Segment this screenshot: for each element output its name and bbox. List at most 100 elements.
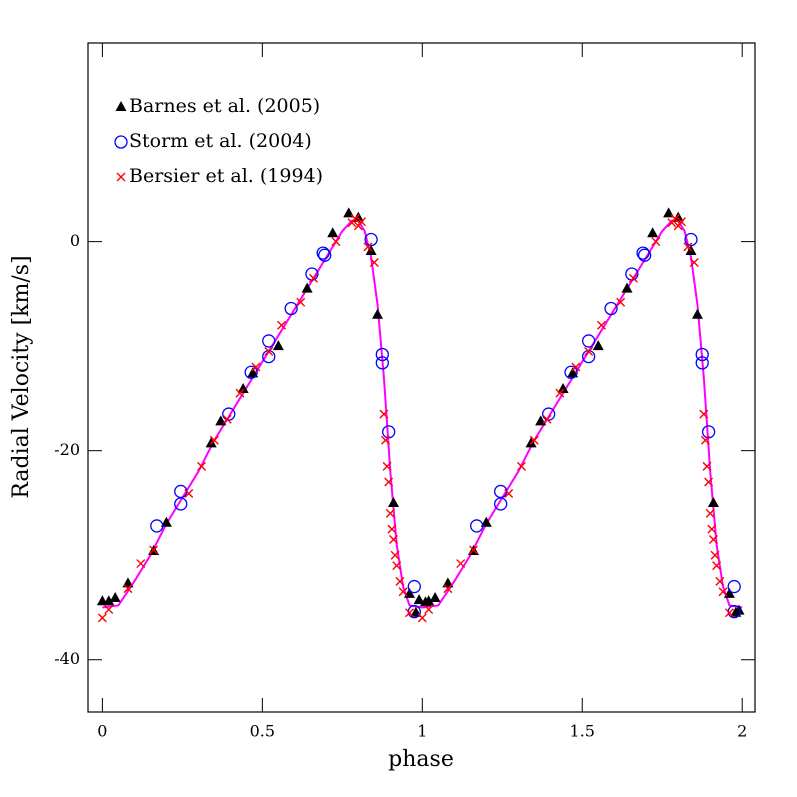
cross-point	[715, 576, 725, 586]
triangle-point	[691, 308, 703, 319]
y-tick-label: 0	[70, 231, 80, 250]
cross-point	[123, 584, 133, 594]
cross-point	[417, 613, 427, 623]
x-tick-label: 0.5	[250, 722, 275, 741]
cross-point	[683, 242, 693, 252]
x-tick-label: 2	[737, 722, 747, 741]
triangle-point	[429, 592, 441, 603]
cross-point	[209, 435, 219, 445]
circle-point	[494, 497, 508, 511]
cross-point	[398, 587, 408, 597]
legend-label: Bersier et al. (1994)	[129, 165, 323, 187]
triangle-point	[413, 594, 425, 605]
triangle-point	[707, 496, 719, 507]
cross-point	[718, 587, 728, 597]
cross-point	[389, 535, 399, 545]
cross-point	[628, 273, 638, 283]
triangle-point	[480, 516, 492, 527]
cross-point	[392, 561, 402, 571]
cross-point	[676, 217, 686, 227]
x-axis-label: phase	[388, 747, 454, 772]
x-tick-label: 1	[417, 722, 427, 741]
circle-point	[695, 356, 709, 370]
triangle-point	[122, 577, 134, 588]
circle-point	[174, 484, 188, 499]
triangle-point	[247, 367, 259, 378]
triangle-point	[423, 595, 435, 606]
y-tick-label: -40	[54, 649, 80, 668]
cross-point	[363, 242, 373, 252]
cross-point	[724, 608, 734, 618]
circle-point	[174, 497, 188, 511]
circle-point	[695, 347, 709, 362]
cross-point	[699, 409, 709, 419]
triangle-point	[205, 437, 217, 448]
cross-point	[596, 320, 606, 330]
cross-point	[331, 237, 341, 247]
triangle-point	[592, 340, 604, 351]
cross-point	[197, 461, 207, 471]
cross-point	[251, 362, 261, 372]
cross-point	[516, 461, 526, 471]
cross-point	[529, 435, 539, 445]
cross-point	[149, 545, 159, 555]
cross-point	[384, 477, 394, 487]
triangle-point	[567, 367, 579, 378]
circle-point	[604, 301, 618, 316]
cross-point	[555, 388, 565, 398]
cross-point	[584, 346, 594, 356]
plot-frame	[87, 42, 756, 713]
triangle-point	[103, 595, 115, 606]
triangle-point	[160, 516, 172, 527]
cross-point	[222, 414, 232, 424]
cross-point	[104, 605, 114, 615]
cross-point	[387, 524, 397, 534]
triangle-point	[388, 496, 400, 507]
cross-point	[710, 550, 720, 560]
cross-point	[616, 297, 626, 307]
cross-point	[705, 508, 715, 518]
cross-point	[704, 477, 714, 487]
circle-point	[636, 246, 650, 260]
cross-point	[379, 409, 389, 419]
circle-point	[684, 232, 698, 247]
cross-point	[670, 214, 680, 224]
triangle-point	[237, 382, 249, 393]
circle-point	[581, 334, 596, 348]
circle-point	[564, 365, 578, 379]
triangle-point	[272, 340, 284, 351]
triangle-point	[557, 382, 569, 393]
cross-point	[296, 297, 306, 307]
triangle-point	[109, 592, 121, 603]
cross-point	[264, 346, 274, 356]
triangle-point	[525, 437, 537, 448]
triangle-point	[301, 282, 313, 293]
circle-point	[318, 248, 332, 262]
triangle-point	[442, 577, 454, 588]
circle-point	[244, 365, 258, 379]
cross-point	[707, 524, 717, 534]
cross-point	[97, 613, 107, 623]
cross-point	[689, 258, 699, 268]
y-tick-label: -20	[54, 440, 80, 459]
cross-point	[385, 508, 395, 518]
cross-point	[468, 545, 478, 555]
y-axis-label: Radial Velocity [km/s]	[9, 255, 34, 498]
circle-point	[114, 135, 128, 149]
cross-point	[542, 414, 552, 424]
x-tick-label: 0	[97, 722, 107, 741]
cross-point	[350, 214, 360, 224]
cross-point	[504, 489, 514, 499]
circle-point	[727, 579, 741, 594]
triangle-point	[733, 604, 745, 615]
cross-point	[136, 559, 146, 569]
circle-point	[364, 232, 378, 247]
cross-point	[395, 576, 405, 586]
triangle-point	[647, 227, 659, 238]
cross-point	[277, 320, 287, 330]
circle-point	[150, 519, 164, 533]
cross-point	[651, 237, 661, 247]
x-tick-label: 1.5	[570, 722, 595, 741]
cross-point	[382, 461, 392, 471]
cross-point	[708, 535, 718, 545]
